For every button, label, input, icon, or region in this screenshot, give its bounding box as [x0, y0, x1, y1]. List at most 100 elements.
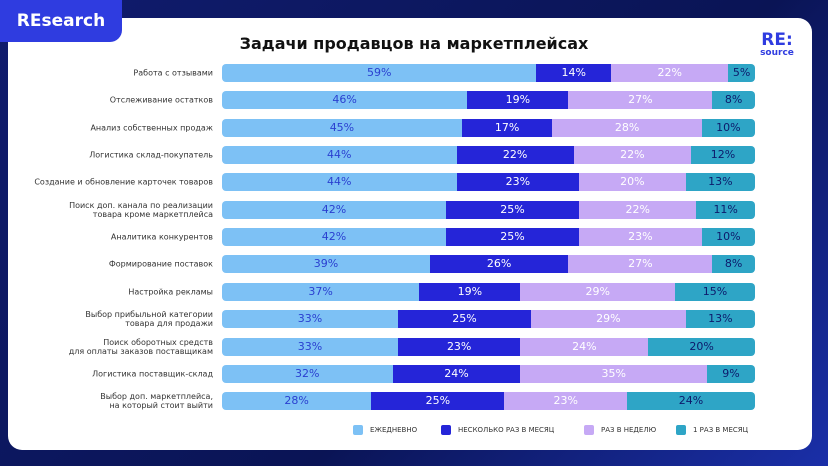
value-label: 17% [494, 120, 520, 134]
category-label: Поиск доп. канала по реализации товара к… [69, 200, 213, 219]
bar-segment: 29% [520, 282, 676, 301]
bar-segment: 8% [712, 255, 755, 274]
value-label: 23% [505, 175, 531, 189]
logo-bottom: source [760, 48, 794, 58]
bar-segment: 39% [222, 255, 430, 274]
value-label: 35% [601, 366, 626, 380]
bar-segment: 23% [397, 337, 521, 356]
value-label: 33% [297, 339, 323, 353]
value-label: 25% [425, 394, 451, 408]
bar-segment: 59% [222, 64, 537, 82]
bar-segment: 20% [648, 337, 755, 356]
bar-row: 46% 19% 27% 8% [222, 91, 755, 110]
chart-title: Задачи продавцов на маркетплейсах [239, 34, 589, 53]
bar-segment: 33% [222, 310, 398, 329]
value-label: 44% [327, 148, 352, 162]
bar-segment: 19% [467, 91, 569, 110]
category-label: Создание и обновление карточек товаров [34, 177, 213, 187]
bar-segment: 22% [573, 146, 692, 165]
value-label: 29% [596, 312, 621, 326]
category-label: Логистика поставщик-склад [92, 369, 213, 379]
bar-row: 37% 19% 29% 15% [222, 282, 755, 301]
value-label: 25% [500, 202, 525, 216]
bar-segment: 25% [445, 200, 580, 219]
value-label: 9% [722, 366, 740, 380]
value-label: 12% [710, 148, 736, 162]
value-label: 13% [708, 175, 733, 189]
bar-segment: 25% [371, 392, 505, 411]
bar-segment: 10% [701, 228, 755, 247]
value-label: 45% [329, 120, 355, 134]
value-label: 22% [620, 148, 645, 162]
category-label: Поиск оборотных средств для оплаты заказ… [68, 337, 213, 356]
value-label: 8% [724, 93, 743, 107]
category-label: Настройка рекламы [128, 287, 213, 297]
bar-segment: 15% [675, 282, 755, 301]
bar-segment: 46% [222, 91, 468, 110]
value-label: 25% [500, 230, 525, 244]
value-label: 37% [308, 284, 333, 298]
bar-segment: 42% [222, 200, 446, 219]
legend-swatch [353, 425, 363, 435]
legend-swatch [441, 425, 451, 435]
value-label: 10% [716, 120, 741, 134]
bar-segment: 26% [429, 255, 569, 274]
value-label: 24% [678, 394, 704, 408]
value-label: 24% [444, 366, 469, 380]
bar-segment: 5% [728, 64, 755, 82]
bar-segment: 44% [222, 173, 457, 192]
legend-swatch [676, 425, 686, 435]
value-label: 28% [614, 120, 640, 134]
value-label: 8% [724, 257, 743, 271]
bar-segment: 8% [712, 91, 755, 110]
bar-row: 42% 25% 22% 11% [222, 200, 755, 219]
value-label: 27% [628, 93, 653, 107]
bar-row: 33% 23% 24% 20% [222, 337, 755, 356]
bar-segment: 24% [627, 392, 755, 411]
bar-segment: 42% [222, 228, 446, 247]
value-label: 23% [553, 394, 578, 408]
bar-row: 44% 22% 22% 12% [222, 146, 755, 165]
value-label: 27% [628, 257, 653, 271]
bar-segment: 23% [456, 173, 580, 192]
bar-segment: 20% [579, 173, 686, 192]
bar-segment: 13% [685, 310, 755, 329]
value-label: 20% [620, 175, 645, 189]
value-label: 26% [486, 257, 512, 271]
category-label: Формирование поставок [108, 259, 213, 269]
bar-segment: 12% [691, 146, 755, 165]
value-label: 46% [332, 93, 357, 107]
bar-segment: 45% [222, 118, 462, 137]
bar-segment: 10% [701, 118, 755, 137]
legend-label: НЕСКОЛЬКО РАЗ В МЕСЯЦ [458, 426, 555, 434]
bar-row: 59% 14% 22% 5% [222, 64, 755, 82]
bar-row: 28% 25% 23% 24% [222, 392, 755, 411]
category-label: Анализ собственных продаж [90, 123, 213, 133]
value-label: 15% [702, 284, 728, 298]
bar-segment: 44% [222, 146, 457, 165]
value-label: 59% [367, 66, 392, 79]
value-label: 32% [295, 366, 320, 380]
bar-segment: 23% [579, 228, 702, 247]
bar-segment: 24% [520, 337, 649, 356]
category-label: Аналитика конкурентов [110, 232, 213, 242]
value-label: 39% [313, 257, 339, 271]
category-label: Выбор доп. маркетплейса, на который стои… [100, 392, 213, 411]
bar-segment: 33% [222, 337, 398, 356]
bar-segment: 32% [222, 364, 393, 383]
value-label: 20% [689, 339, 714, 353]
legend-swatch [584, 425, 594, 435]
value-label: 22% [657, 66, 682, 79]
value-label: 44% [327, 175, 352, 189]
legend-label: РАЗ В НЕДЕЛЮ [601, 426, 657, 434]
badge: REsearch [0, 0, 122, 42]
category-label: Выбор прибыльной категории товара для пр… [85, 309, 213, 329]
value-label: 42% [321, 202, 347, 216]
value-label: 19% [457, 284, 483, 298]
logo: RE: source [752, 32, 802, 58]
value-label: 29% [585, 284, 610, 298]
bar-segment: 28% [222, 392, 372, 411]
bar-segment: 9% [707, 364, 755, 383]
value-label: 22% [502, 148, 528, 162]
bar-row: 33% 25% 29% 13% [222, 310, 755, 329]
